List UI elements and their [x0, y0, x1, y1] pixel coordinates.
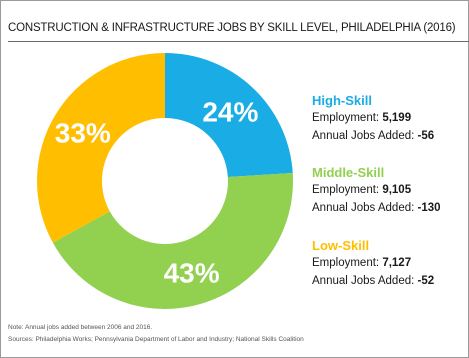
- legend-jobs-added-low-skill: Annual Jobs Added: -52: [312, 275, 435, 287]
- legend-employment-high-skill: Employment: 5,199: [312, 112, 412, 124]
- legend-item-high-skill: High-Skill Employment: 5,199 Annual Jobs…: [312, 93, 469, 145]
- donut-slice-middle-skill: [52, 172, 293, 310]
- title-divider: [8, 41, 469, 42]
- legend-name-low-skill: Low-Skill: [312, 238, 370, 253]
- slice-label-middle-skill: 43%: [164, 258, 220, 289]
- chart-sources: Sources: Philadelphia Works; Pennsylvani…: [8, 336, 304, 343]
- legend-item-middle-skill: Middle-Skill Employment: 9,105 Annual Jo…: [312, 165, 469, 217]
- chart-note: Note: Annual jobs added between 2006 and…: [8, 324, 153, 331]
- donut-slice-low-skill: [37, 53, 165, 243]
- legend-employment-middle-skill: Employment: 9,105: [312, 184, 412, 196]
- slice-label-high-skill: 24%: [202, 96, 258, 127]
- slice-label-low-skill: 33%: [55, 117, 111, 148]
- chart-title: CONSTRUCTION & INFRASTRUCTURE JOBS BY SK…: [8, 22, 456, 34]
- legend-name-middle-skill: Middle-Skill: [312, 165, 385, 180]
- legend-jobs-added-high-skill: Annual Jobs Added: -56: [312, 130, 435, 142]
- legend-item-low-skill: Low-Skill Employment: 7,127 Annual Jobs …: [312, 238, 469, 290]
- donut-slice-high-skill: [165, 53, 293, 178]
- legend-employment-low-skill: Employment: 7,127: [312, 257, 412, 269]
- legend-jobs-added-middle-skill: Annual Jobs Added: -130: [312, 202, 441, 214]
- legend-name-high-skill: High-Skill: [312, 93, 372, 108]
